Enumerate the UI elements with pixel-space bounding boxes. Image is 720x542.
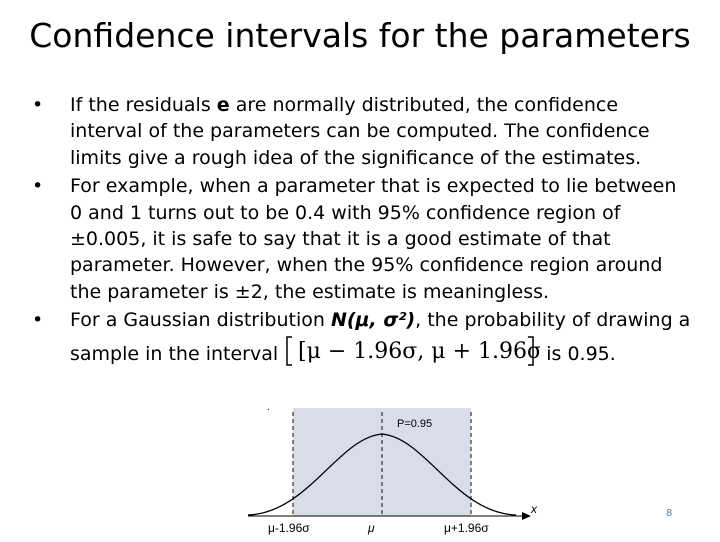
interval-formula-text: [μ − 1.96σ, μ + 1.96σ]: [298, 339, 540, 364]
bullet-1-text-b: are normally distributed, the confidence…: [70, 94, 650, 169]
slide-title: Confidence intervals for the parameters: [29, 16, 691, 55]
tick-label-upper-bound: μ+1.96σ: [444, 521, 489, 535]
bullet-2-text: For example, when a parameter that is ex…: [70, 175, 677, 303]
bullet-dot-icon: •: [32, 94, 44, 116]
page-number: 8: [666, 508, 673, 519]
tick-label-lower-bound: μ-1.96σ: [268, 521, 310, 535]
bullet-1-residuals-symbol: e: [216, 94, 230, 116]
bullet-3-gaussian-notation: N(μ, σ²): [330, 309, 416, 332]
bullet-3-text-a: For a Gaussian distribution: [70, 309, 331, 332]
bullet-2: • For example, when a parameter that is …: [32, 173, 692, 305]
interval-formula: [μ − 1.96σ, μ + 1.96σ]: [284, 334, 551, 375]
bullet-1: • If the residuals e are normally distri…: [32, 92, 692, 171]
x-axis-label: x: [530, 502, 538, 516]
bullet-dot-icon: •: [32, 309, 44, 332]
bullet-3: • For a Gaussian distribution N(μ, σ²), …: [32, 307, 692, 375]
bullet-3-text-b: , the probability of drawing a sample in…: [70, 309, 691, 365]
bullet-1-text-a: If the residuals: [70, 94, 217, 116]
bullet-list: • If the residuals e are normally distri…: [32, 92, 692, 375]
x-axis-arrow-icon: [522, 512, 531, 520]
gaussian-figure: P=0.95 x μ-1.96σ μ μ+1.96σ .: [247, 398, 548, 538]
bullet-dot-icon: •: [32, 175, 44, 198]
probability-label: P=0.95: [397, 418, 432, 430]
tick-label-mean: μ: [367, 521, 375, 535]
gaussian-curve: [247, 433, 517, 516]
axis-dot-mark: .: [267, 402, 270, 413]
bullet-3-text-c: is 0.95.: [540, 342, 616, 365]
